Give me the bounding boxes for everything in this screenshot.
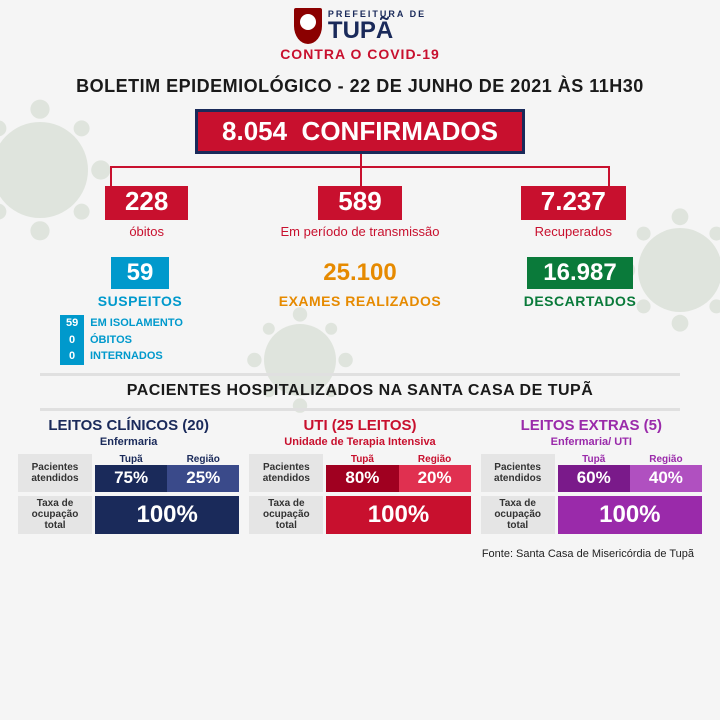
extra-title: LEITOS EXTRAS (5) — [481, 417, 702, 434]
clinical-rate: 100% — [95, 496, 239, 534]
deaths-label: óbitos — [40, 224, 253, 239]
uti-sub: Unidade de Terapia Intensiva — [249, 436, 470, 448]
suspects-col: 59 SUSPEITOS 59 EM ISOLAMENTO 0 ÓBITOS 0 IN… — [30, 257, 250, 365]
card-extra: LEITOS EXTRAS (5) Enfermaria/ UTI Pacien… — [481, 417, 702, 538]
clinical-regiao-hdr: Região — [167, 454, 239, 465]
shosp-t: INTERNADOS — [90, 348, 163, 365]
uti-tupa-hdr: Tupã — [326, 454, 398, 465]
extra-rate: 100% — [558, 496, 702, 534]
discarded-col: 16.987 DESCARTADOS — [470, 257, 690, 365]
uti-regiao-pct: 20% — [399, 465, 471, 492]
cards-row: LEITOS CLÍNICOS (20) Enfermaria Paciente… — [0, 417, 720, 538]
uti-rate: 100% — [326, 496, 470, 534]
uti-title: UTI (25 LEITOS) — [249, 417, 470, 434]
tests-col: 25.100 EXAMES REALIZADOS — [250, 257, 470, 365]
city-crest-icon — [294, 8, 322, 44]
clinical-tupa-pct: 75% — [95, 465, 167, 492]
hospitalized-title: PACIENTES HOSPITALIZADOS NA SANTA CASA D… — [0, 382, 720, 400]
tree-connector — [50, 154, 670, 186]
divider — [40, 373, 680, 376]
clinical-regiao-pct: 25% — [167, 465, 239, 492]
breakdown-row: 228 óbitos 589 Em período de transmissão… — [40, 186, 680, 239]
card-clinical: LEITOS CLÍNICOS (20) Enfermaria Paciente… — [18, 417, 239, 538]
city-name: TUPÃ — [328, 19, 393, 43]
suspects-detail: 59 EM ISOLAMENTO 0 ÓBITOS 0 INTERNADOS — [60, 315, 220, 365]
breakdown-recovered: 7.237 Recuperados — [467, 186, 680, 239]
extra-patients-lbl: Pacientes atendidos — [481, 454, 555, 492]
header: PREFEITURA DE TUPÃ CONTRA O COVID-19 — [0, 0, 720, 66]
recovered-label: Recuperados — [467, 224, 680, 239]
mid-grid: 59 SUSPEITOS 59 EM ISOLAMENTO 0 ÓBITOS 0 IN… — [30, 257, 690, 365]
deaths-value: 228 — [105, 186, 188, 220]
header-subtitle: CONTRA O COVID-19 — [0, 46, 720, 62]
sdeaths-t: ÓBITOS — [90, 332, 132, 349]
uti-regiao-hdr: Região — [399, 454, 471, 465]
divider — [40, 408, 680, 411]
extra-regiao-hdr: Região — [630, 454, 702, 465]
uti-rate-lbl: Taxa de ocupação total — [249, 496, 323, 534]
transmission-value: 589 — [318, 186, 401, 220]
clinical-title: LEITOS CLÍNICOS (20) — [18, 417, 239, 434]
source-line: Fonte: Santa Casa de Misericórdia de Tup… — [0, 538, 720, 560]
clinical-sub: Enfermaria — [18, 436, 239, 448]
suspects-value: 59 — [111, 257, 170, 289]
tests-value: 25.100 — [307, 257, 412, 289]
clinical-tupa-hdr: Tupã — [95, 454, 167, 465]
isolation-n: 59 — [60, 315, 84, 332]
extra-rate-lbl: Taxa de ocupação total — [481, 496, 555, 534]
confirmed-label: CONFIRMADOS — [302, 116, 498, 146]
transmission-label: Em período de transmissão — [253, 224, 466, 239]
confirmed-box: 8.054 CONFIRMADOS — [195, 109, 525, 154]
clinical-rate-lbl: Taxa de ocupação total — [18, 496, 92, 534]
card-uti: UTI (25 LEITOS) Unidade de Terapia Inten… — [249, 417, 470, 538]
recovered-value: 7.237 — [521, 186, 626, 220]
breakdown-deaths: 228 óbitos — [40, 186, 253, 239]
discarded-value: 16.987 — [527, 257, 632, 289]
suspects-label: SUSPEITOS — [30, 293, 250, 309]
shosp-n: 0 — [60, 348, 84, 365]
bulletin-title: BOLETIM EPIDEMIOLÓGICO - 22 DE JUNHO DE … — [0, 76, 720, 97]
extra-regiao-pct: 40% — [630, 465, 702, 492]
tests-label: EXAMES REALIZADOS — [250, 293, 470, 309]
breakdown-transmission: 589 Em período de transmissão — [253, 186, 466, 239]
extra-tupa-pct: 60% — [558, 465, 630, 492]
uti-patients-lbl: Pacientes atendidos — [249, 454, 323, 492]
uti-tupa-pct: 80% — [326, 465, 398, 492]
isolation-t: EM ISOLAMENTO — [90, 315, 183, 332]
discarded-label: DESCARTADOS — [470, 293, 690, 309]
confirmed-value: 8.054 — [222, 116, 287, 146]
clinical-patients-lbl: Pacientes atendidos — [18, 454, 92, 492]
sdeaths-n: 0 — [60, 332, 84, 349]
extra-tupa-hdr: Tupã — [558, 454, 630, 465]
extra-sub: Enfermaria/ UTI — [481, 436, 702, 448]
